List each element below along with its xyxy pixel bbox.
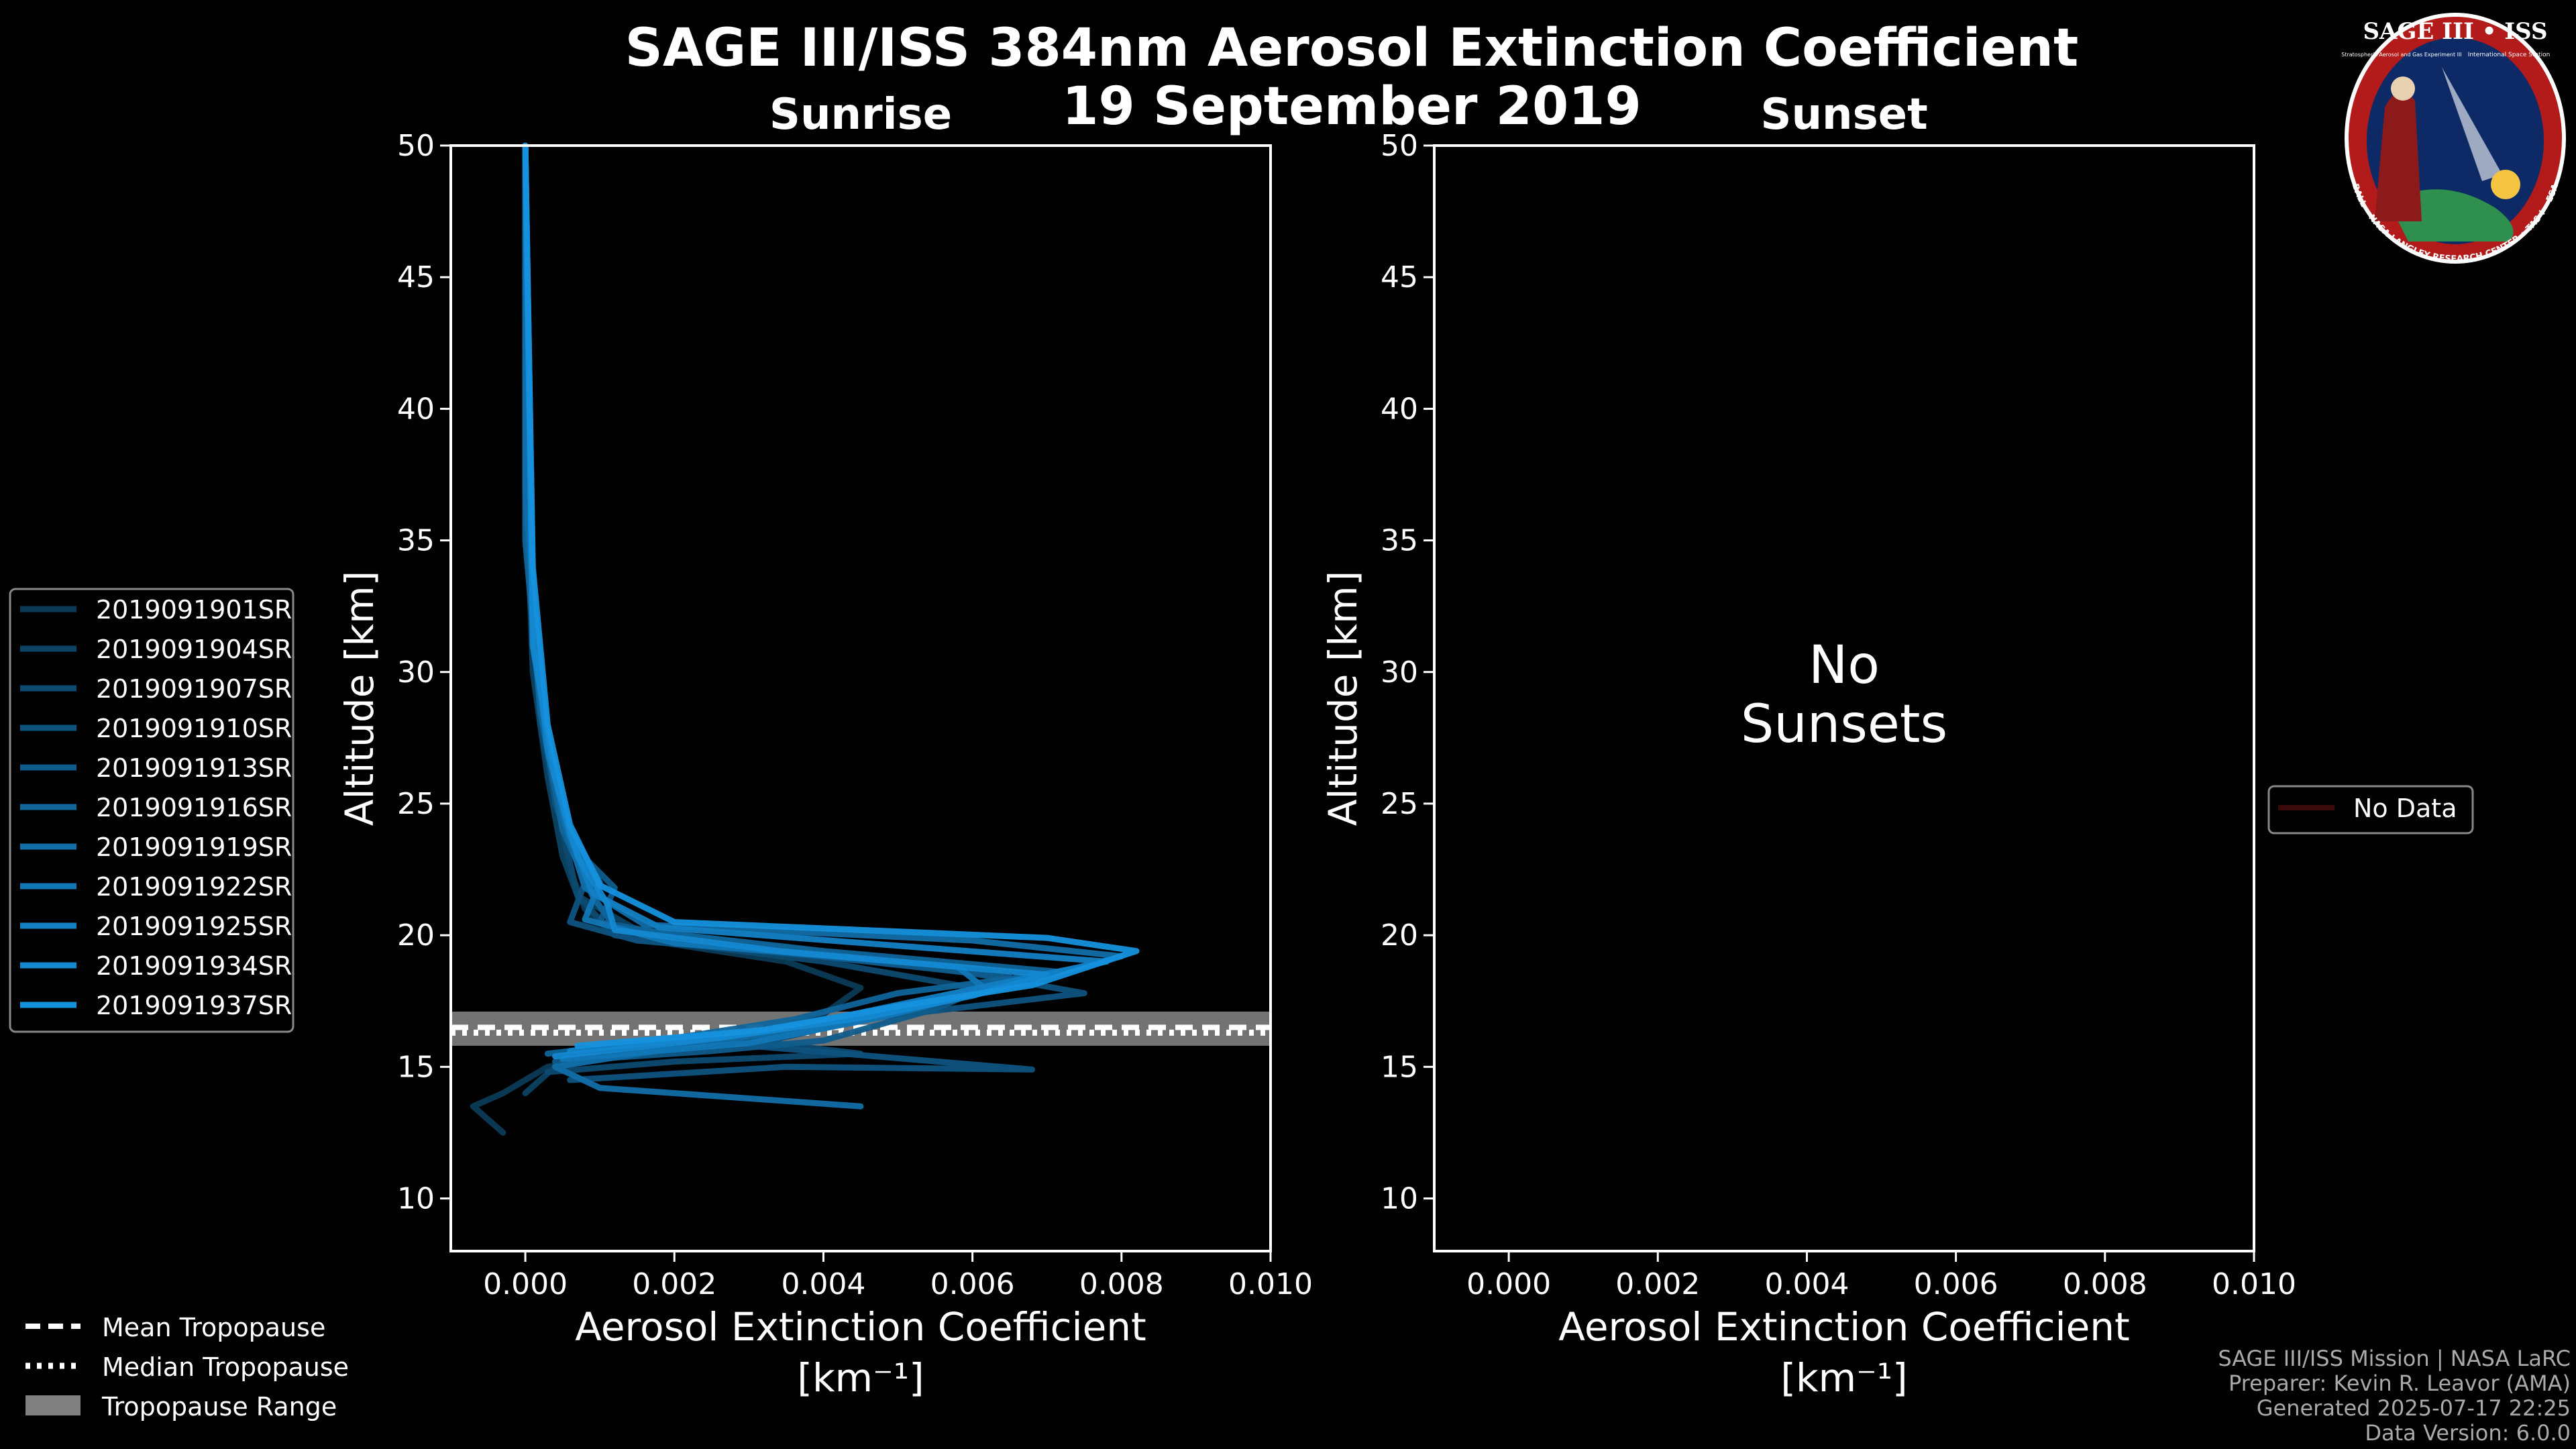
logo-caption-left: Stratospheric Aerosol and Gas Experiment… [2341,52,2461,58]
sunrise-x-tick-label: 0.000 [483,1267,568,1301]
sunset-y-axis-label: Altitude [km] [1320,571,1366,826]
sunrise-y-tick-label: 10 [397,1182,435,1216]
sunset-x-tick-label: 0.002 [1615,1267,1700,1301]
sunset-y-tick-label: 40 [1381,392,1418,426]
sunset-x-axis-unit: [km⁻¹] [1780,1355,1907,1401]
profile-legend: 2019091901SR 2019091904SR 2019091907SR 2019… [9,588,294,1033]
sunset-x-tick-label: 0.004 [1764,1267,1849,1301]
sunset-x-tick-label: 0.008 [2063,1267,2147,1301]
sunset-y-tick-label: 30 [1381,655,1418,690]
legend-label-2019091907SR: 2019091907SR [96,674,292,704]
sunrise-y-tick-label: 50 [397,129,435,163]
sunset-legend-box [2267,785,2474,835]
credit-generated: Generated 2025-07-17 22:25 [2257,1395,2571,1421]
sunset-y-tick-label: 50 [1381,129,1418,163]
credit-version: Data Version: 6.0.0 [2365,1420,2571,1446]
sunset-x-tick-label: 0.010 [2212,1267,2296,1301]
figure-date: 19 September 2019 [1062,76,1642,137]
profile-line-2019091922SR [522,142,991,1063]
legend-label-2019091937SR: 2019091937SR [96,991,292,1020]
median-tropopause-label: Median Tropopause [102,1352,349,1382]
sunrise-profiles [470,142,1140,1136]
profile-legend-items: 2019091901SR 2019091904SR 2019091907SR 2019… [20,595,292,1020]
sage-iii-iss-mission-logo: SAGE III • ISS Stratospheric Aerosol and… [2341,13,2566,264]
sunrise-y-tick-label: 30 [397,655,435,690]
sunset-ticks: 0.000 0.002 0.004 0.006 0.008 0.010 10 15 20 25 30… [1381,129,2296,1301]
sunset-legend-label: No Data [2353,794,2457,823]
sunset-y-tick-label: 25 [1381,787,1418,821]
profile-line-2019091916SR [522,142,1065,1057]
credit-mission: SAGE III/ISS Mission | NASA LaRC [2218,1346,2571,1371]
sunrise-x-axis-label: Aerosol Extinction Coefficient [575,1304,1146,1350]
legend-label-2019091904SR: 2019091904SR [96,635,292,664]
legend-label-2019091919SR: 2019091919SR [96,833,292,862]
legend-label-2019091901SR: 2019091901SR [96,595,292,625]
logo-figure-head-icon [2391,76,2415,101]
sunrise-panel: 0.000 0.002 0.004 0.006 0.008 0.010 10 15 20 25 30… [337,129,1313,1401]
sunset-legend: No Data [2267,785,2474,835]
logo-caption-right: International Space Station [2468,52,2551,58]
sunrise-y-tick-label: 15 [397,1050,435,1084]
sunset-y-tick-label: 45 [1381,260,1418,294]
credits: SAGE III/ISS Mission | NASA LaRC Prepare… [2218,1346,2571,1446]
sunrise-y-tick-label: 45 [397,260,435,294]
legend-label-2019091910SR: 2019091910SR [96,714,292,743]
legend-label-2019091922SR: 2019091922SR [96,872,292,902]
profile-legend-box [9,588,294,1033]
legend-label-2019091925SR: 2019091925SR [96,912,292,941]
legend-label-2019091934SR: 2019091934SR [96,951,292,981]
sunset-x-axis-label: Aerosol Extinction Coefficient [1558,1304,2130,1350]
logo-light-beam-icon [2442,67,2502,181]
logo-top-text: SAGE III • ISS [2363,18,2547,45]
sunset-y-tick-label: 20 [1381,918,1418,953]
legend-label-2019091913SR: 2019091913SR [96,753,292,783]
sunrise-y-axis-label: Altitude [km] [337,571,382,826]
sunrise-x-tick-label: 0.002 [632,1267,716,1301]
mean-tropopause-label: Mean Tropopause [102,1313,325,1342]
tropopause-range-swatch [25,1395,80,1415]
sunset-x-tick-label: 0.000 [1466,1267,1551,1301]
profile-line-2019091937SR [522,142,1140,1049]
sunrise-ticks: 0.000 0.002 0.004 0.006 0.008 0.010 10 15 20 25 30… [397,129,1313,1301]
sunrise-x-tick-label: 0.006 [930,1267,1015,1301]
sunrise-x-tick-label: 0.008 [1079,1267,1164,1301]
sunrise-y-tick-label: 35 [397,524,435,558]
sunset-x-tick-label: 0.006 [1914,1267,1998,1301]
logo-sun-icon [2491,170,2520,199]
no-sunsets-line1: No [1809,635,1880,696]
tropopause-range-label: Tropopause Range [101,1392,337,1421]
sunset-panel: 0.000 0.002 0.004 0.006 0.008 0.010 10 15 20 25 30… [1320,129,2296,1401]
sunrise-y-tick-label: 40 [397,392,435,426]
sunrise-panel-title: Sunrise [769,90,952,140]
sunset-y-tick-label: 35 [1381,524,1418,558]
sunrise-plot-frame [449,144,1272,1252]
sunset-y-tick-label: 10 [1381,1182,1418,1216]
sunset-panel-title: Sunset [1760,90,1927,140]
credit-preparer: Preparer: Kevin R. Leavor (AMA) [2229,1371,2571,1396]
tropopause-legend: Mean Tropopause Median Tropopause Tropop… [25,1313,349,1421]
sunrise-x-tick-label: 0.010 [1228,1267,1313,1301]
sunrise-y-tick-label: 20 [397,918,435,953]
profile-line-2019091934SR [522,142,1051,1060]
logo-figure-icon [2375,92,2422,221]
figure-title: SAGE III/ISS 384nm Aerosol Extinction Co… [625,18,2079,78]
sunrise-x-axis-unit: [km⁻¹] [797,1355,924,1401]
sunrise-x-tick-label: 0.004 [781,1267,865,1301]
no-sunsets-line2: Sunsets [1741,694,1947,755]
sunrise-y-tick-label: 25 [397,787,435,821]
legend-label-2019091916SR: 2019091916SR [96,793,292,822]
sunset-y-tick-label: 15 [1381,1050,1418,1084]
sunset-plot-frame [1433,144,2255,1252]
